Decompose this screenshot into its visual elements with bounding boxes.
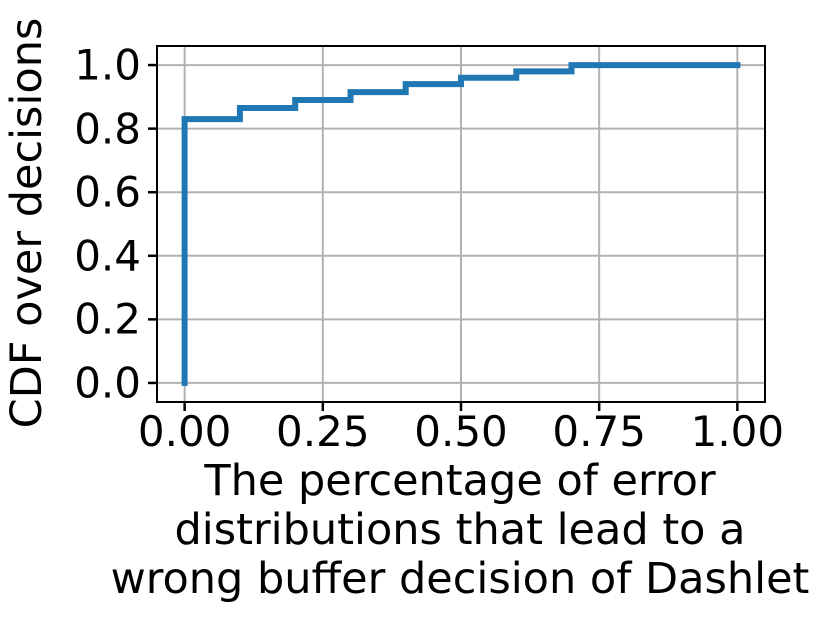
x-tick-label: 0.50 xyxy=(414,407,508,456)
x-tick-label: 1.00 xyxy=(690,407,785,456)
plot-border xyxy=(156,45,766,403)
y-tick-label: 0.4 xyxy=(74,231,141,281)
gridlines-group xyxy=(157,46,765,402)
x-axis-label-line-3: wrong buffer decision of Dashlet xyxy=(110,554,810,604)
x-axis-label: The percentage of error distributions th… xyxy=(111,457,810,604)
x-axis-label-line-2: distributions that lead to a xyxy=(174,505,746,555)
x-tick-label: 0.00 xyxy=(137,407,232,456)
y-tick-label: 0.0 xyxy=(74,358,141,408)
x-tick-label: 0.25 xyxy=(276,407,370,456)
x-tick-label: 0.75 xyxy=(552,407,646,456)
y-axis-label: CDF over decisions xyxy=(2,17,52,429)
cdf-step-line xyxy=(181,62,741,386)
plot-area xyxy=(148,45,766,411)
ticks-group xyxy=(148,63,739,411)
y-tick-label: 0.6 xyxy=(74,167,141,217)
y-tick-label: 0.2 xyxy=(74,294,141,344)
y-tick-label: 0.8 xyxy=(74,104,141,154)
y-tick-label: 1.0 xyxy=(74,40,141,90)
x-axis-label-line-1: The percentage of error xyxy=(204,456,716,506)
